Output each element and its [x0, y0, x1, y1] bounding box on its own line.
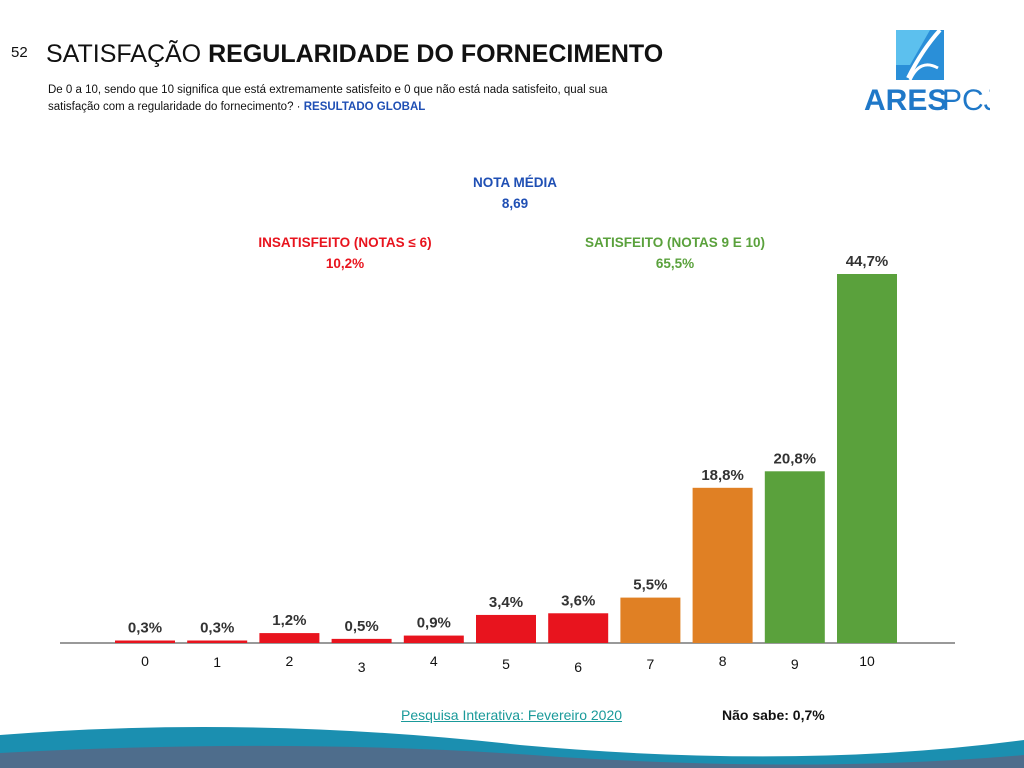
data-label: 0,3%: [200, 620, 234, 637]
nao-sabe-text: Não sabe: 0,7%: [722, 707, 825, 723]
bar-0: [115, 640, 175, 643]
data-label: 0,3%: [128, 620, 162, 637]
data-label: 5,5%: [633, 577, 667, 594]
arespcj-logo: ARES PCJ: [850, 20, 999, 120]
bar-chart: 0,3%00,3%11,2%20,5%30,9%43,4%53,6%65,5%7…: [60, 253, 955, 675]
data-label: 3,4%: [489, 594, 523, 611]
x-tick-label: 3: [358, 659, 366, 675]
data-label: 44,7%: [846, 253, 889, 270]
x-tick-label: 8: [719, 653, 727, 669]
logo-mark-icon: ARES PCJ: [864, 28, 999, 117]
bar-8: [692, 487, 753, 643]
insatisfeito-label: INSATISFEITO (NOTAS ≤ 6): [258, 235, 432, 250]
data-label: 20,8%: [774, 450, 817, 467]
insatisfeito-annotation: INSATISFEITO (NOTAS ≤ 6) 10,2%: [220, 232, 470, 274]
bar-5: [476, 614, 536, 643]
question-text: De 0 a 10, sendo que 10 significa que es…: [48, 82, 608, 116]
x-tick-label: 7: [647, 656, 655, 672]
source-link[interactable]: Pesquisa Interativa: Fevereiro 2020: [401, 707, 623, 723]
x-tick-label: 9: [791, 656, 799, 672]
satisfeito-annotation: SATISFEITO (NOTAS 9 E 10) 65,5%: [550, 232, 800, 274]
nota-media: NOTA MÉDIA 8,69: [420, 172, 610, 214]
x-tick-label: 5: [502, 656, 510, 672]
satisfeito-value: 65,5%: [655, 256, 695, 271]
x-tick-label: 1: [213, 654, 221, 670]
insatisfeito-value: 10,2%: [325, 256, 365, 271]
page-number: 52: [11, 44, 28, 61]
bar-3: [331, 638, 392, 643]
question: De 0 a 10, sendo que 10 significa que es…: [48, 84, 608, 113]
x-tick-label: 4: [430, 653, 438, 669]
satisfeito-label: SATISFEITO (NOTAS 9 E 10): [584, 235, 766, 250]
x-tick-label: 2: [286, 653, 294, 669]
x-tick-label: 10: [859, 653, 875, 669]
svg-text:ARES: ARES: [864, 84, 947, 117]
data-label: 18,8%: [701, 467, 744, 484]
svg-text:PCJ: PCJ: [942, 84, 990, 117]
bar-1: [187, 640, 248, 643]
title-regular: SATISFAÇÃO: [46, 40, 202, 68]
x-tick-label: 0: [141, 653, 149, 669]
bar-7: [620, 597, 681, 643]
nota-value: 8,69: [501, 196, 529, 211]
nota-label: NOTA MÉDIA: [473, 175, 557, 190]
question-highlight: RESULTADO GLOBAL: [303, 101, 426, 113]
data-label: 1,2%: [272, 612, 306, 629]
x-tick-label: 6: [574, 659, 582, 675]
data-label: 0,9%: [417, 615, 451, 632]
data-label: 0,5%: [344, 618, 378, 635]
bar-10: [837, 274, 897, 643]
bar-2: [259, 633, 320, 643]
data-label: 3,6%: [561, 592, 595, 609]
bar-9: [764, 471, 825, 643]
page-title: SATISFAÇÃO REGULARIDADE DO FORNECIMENTO: [46, 40, 663, 69]
bar-6: [548, 613, 609, 643]
footer-wave: [0, 727, 1024, 768]
title-bold: REGULARIDADE DO FORNECIMENTO: [208, 40, 664, 68]
bar-4: [403, 635, 464, 643]
